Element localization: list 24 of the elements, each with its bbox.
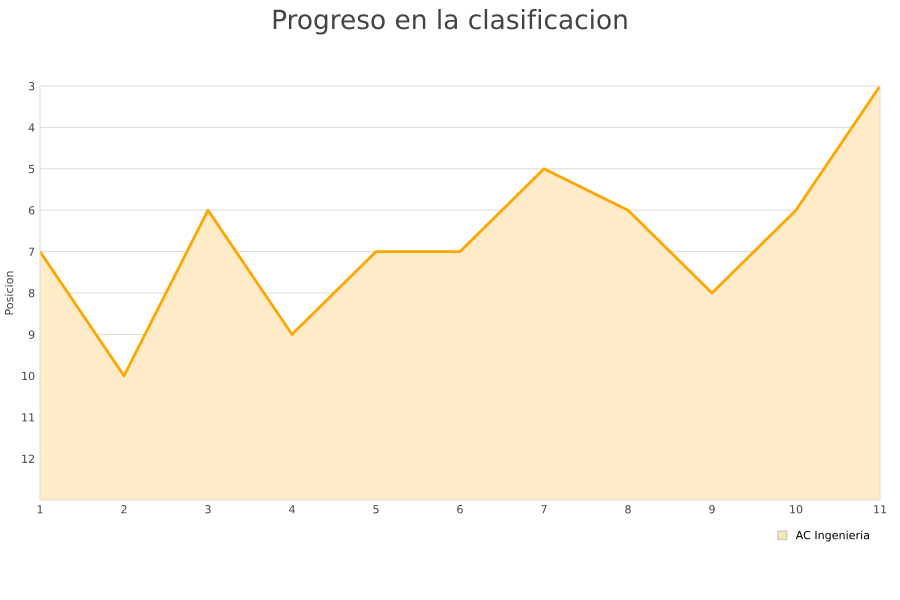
y-tick-label: 4 [28,124,35,132]
x-tick-label: 11 [874,505,886,514]
legend-label: AC Ingenieria [796,530,869,542]
x-tick-label: 5 [373,505,379,514]
x-tick-label: 9 [709,505,715,514]
y-tick-label: 9 [28,330,34,339]
y-tick-label: 10 [22,372,34,380]
x-tick-label: 1 [38,505,43,514]
x-tick-label: 8 [625,505,631,514]
x-tick-label: 7 [541,505,547,514]
y-tick-label: 3 [28,82,34,90]
y-tick-label: 7 [28,248,34,256]
chart-title: Progreso en la clasificacion [274,9,627,35]
y-tick-label: 8 [28,288,34,298]
x-tick-label: 6 [457,505,463,514]
x-tick-label: 3 [205,505,211,514]
x-tick-label: 2 [121,505,126,514]
y-tick-label: 6 [28,206,34,215]
y-tick-label: 12 [22,454,34,463]
y-tick-label: 11 [22,413,34,422]
x-tick-label: 10 [790,505,802,514]
x-tick-label: 4 [289,505,295,514]
y-tick-label: 5 [28,164,34,174]
y-axis-title: Posicion [4,271,14,314]
